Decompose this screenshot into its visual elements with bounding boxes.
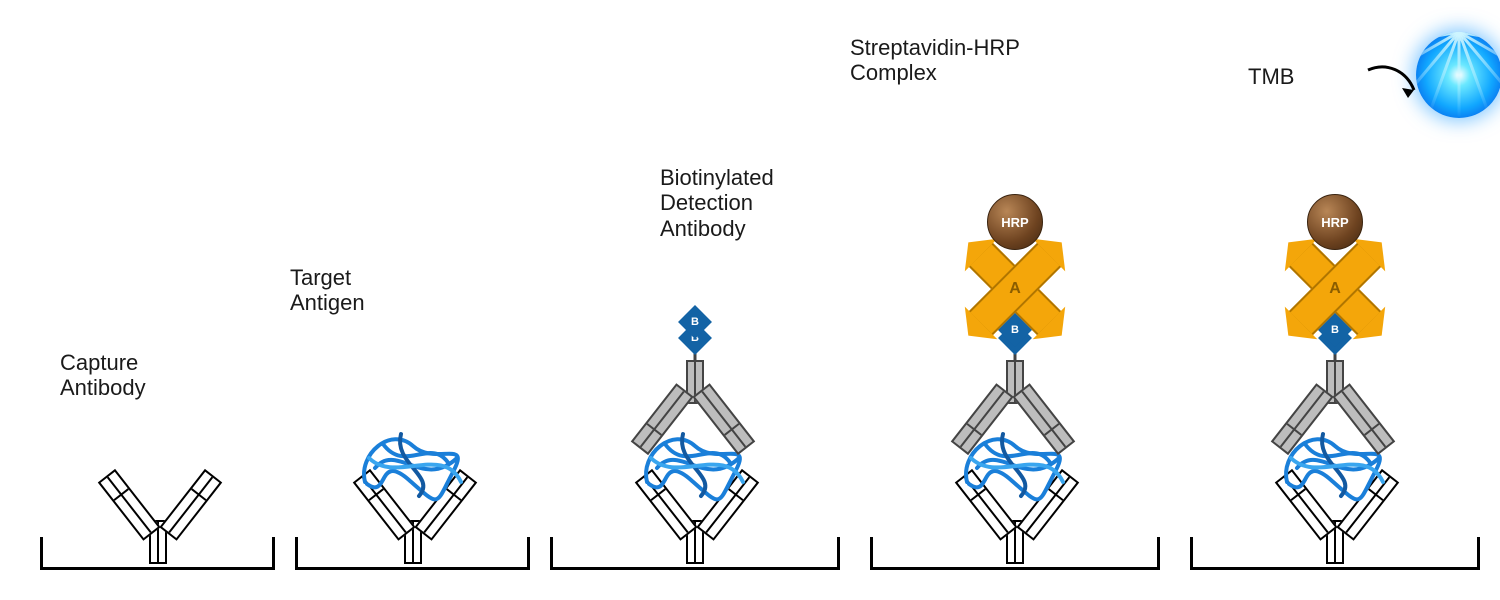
hrp-label: HRP [1321, 215, 1348, 230]
antigen-icon [353, 424, 473, 502]
streptavidin-letter: A [1009, 280, 1021, 298]
hrp-icon: HRP [987, 194, 1043, 250]
label-streptavidin-hrp: Streptavidin-HRP Complex [850, 35, 1020, 86]
label-capture-antibody: Capture Antibody [60, 350, 146, 401]
streptavidin-letter: A [1329, 280, 1341, 298]
streptavidin-icon: A B [970, 250, 1060, 328]
tmb-arrow-icon [1364, 60, 1424, 110]
detection-antibody-icon [630, 360, 760, 460]
detection-antibody-icon [1270, 360, 1400, 460]
panel-4: B A B HRP [870, 90, 1160, 570]
panel-2 [295, 350, 530, 570]
tmb-substrate-icon [1416, 32, 1500, 118]
label-target-antigen: Target Antigen [290, 265, 365, 316]
biotin-letter: B [691, 316, 699, 328]
biotin-letter: B [1011, 324, 1019, 336]
hrp-icon: HRP [1307, 194, 1363, 250]
detection-antibody-icon [950, 360, 1080, 460]
elisa-diagram: Capture Antibody Target Antigen Biotinyl… [0, 0, 1500, 600]
panel-5: B A B HRP [1190, 50, 1480, 570]
panel-1 [40, 430, 275, 570]
streptavidin-icon: A B [1290, 250, 1380, 328]
panel-3: B B [550, 210, 840, 570]
capture-antibody-icon [93, 464, 223, 564]
hrp-label: HRP [1001, 215, 1028, 230]
biotin-icon: B B [676, 312, 714, 360]
biotin-letter: B [1331, 324, 1339, 336]
